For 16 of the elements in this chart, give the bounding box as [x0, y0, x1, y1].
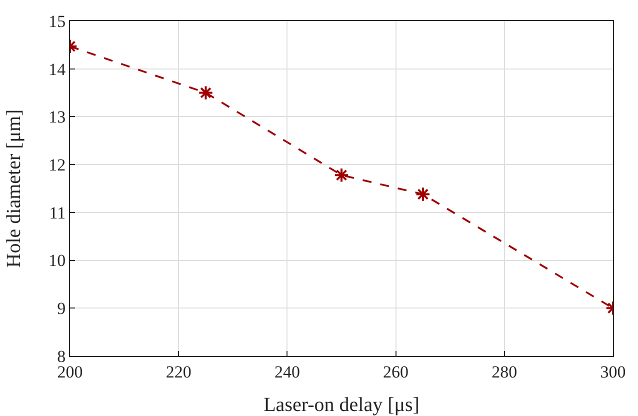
y-axis-title: Hole diameter [μm]: [3, 109, 25, 268]
point: [415, 186, 431, 202]
x-tick-label: 260: [383, 362, 409, 382]
y-tick-label: 9: [57, 299, 66, 318]
y-tick-label: 12: [48, 156, 66, 175]
x-tick-label: 300: [600, 362, 626, 382]
x-axis-title: Laser-on delay [μs]: [264, 394, 420, 416]
y-tick-label: 13: [48, 108, 66, 127]
y-tick-label: 11: [49, 203, 66, 222]
y-tick-label: 15: [48, 12, 66, 31]
y-tick-label: 10: [48, 251, 66, 270]
x-tick-label: 220: [166, 362, 192, 382]
y-tick-label: 14: [48, 60, 66, 79]
x-tick-label: 240: [274, 362, 300, 382]
x-tick-label: 280: [492, 362, 518, 382]
point: [334, 168, 350, 183]
